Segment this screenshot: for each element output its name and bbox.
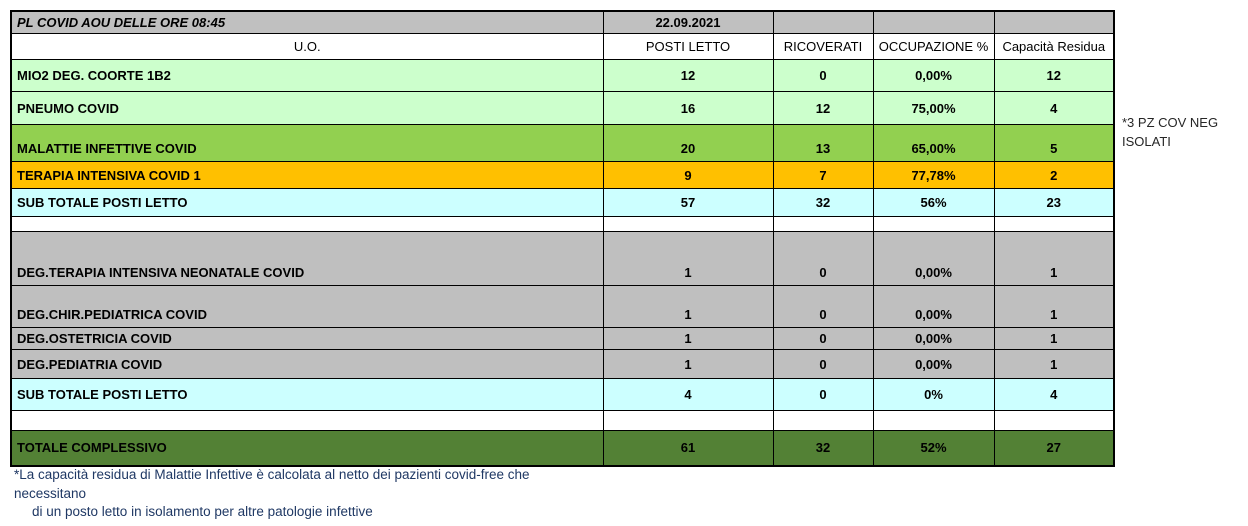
value-cell: 77,78%	[872, 161, 995, 189]
table-row: MALATTIE INFETTIVE COVID 20 13 65,00% 5	[10, 124, 1115, 162]
table-row: TOTALE COMPLESSIVO 61 32 52% 27	[10, 430, 1115, 466]
title-filler-cell	[772, 10, 874, 34]
row-label-cell: MALATTIE INFETTIVE COVID	[10, 124, 604, 162]
value-cell: 65,00%	[872, 124, 995, 162]
col-header-posti-letto: POSTI LETTO	[602, 33, 774, 60]
table-row: DEG.TERAPIA INTENSIVA NEONATALE COVID 1 0 0…	[10, 231, 1115, 286]
value-cell: 16	[602, 91, 774, 125]
col-header-capacita-residua: Capacità Residua	[993, 33, 1115, 60]
row-label-cell: SUB TOTALE POSTI LETTO	[10, 188, 604, 217]
value-cell: 1	[602, 231, 774, 286]
value-cell: 0	[772, 59, 874, 92]
value-cell: 0	[772, 378, 874, 411]
value-cell: 56%	[872, 188, 995, 217]
report-date: 22.09.2021	[602, 10, 774, 34]
value-cell: 1	[993, 327, 1115, 350]
table-row: TERAPIA INTENSIVA COVID 1 9 7 77,78% 2	[10, 161, 1115, 189]
value-cell: 1	[602, 349, 774, 379]
value-cell: 0,00%	[872, 59, 995, 92]
covid-beds-table: PL COVID AOU DELLE ORE 08:45 22.09.2021 …	[10, 10, 1115, 467]
footnote-line: *La capacità residua di Malattie Infetti…	[14, 467, 530, 482]
value-cell: 4	[993, 378, 1115, 411]
table-row: DEG.PEDIATRIA COVID 1 0 0,00% 1	[10, 349, 1115, 379]
table-row: MIO2 DEG. COORTE 1B2 12 0 0,00% 12	[10, 59, 1115, 92]
value-cell: 13	[772, 124, 874, 162]
row-label-cell	[10, 410, 604, 431]
value-cell: 32	[772, 188, 874, 217]
row-label-cell: DEG.CHIR.PEDIATRICA COVID	[10, 285, 604, 328]
value-cell: 1	[993, 231, 1115, 286]
value-cell: 0	[772, 327, 874, 350]
value-cell: 20	[602, 124, 774, 162]
row-label-cell: DEG.OSTETRICIA COVID	[10, 327, 604, 350]
value-cell: 0,00%	[872, 327, 995, 350]
row-label-cell: TOTALE COMPLESSIVO	[10, 430, 604, 466]
value-cell: 12	[772, 91, 874, 125]
col-header-uo: U.O.	[10, 33, 604, 60]
value-cell: 9	[602, 161, 774, 189]
side-note-line: *3 PZ COV NEG	[1122, 115, 1219, 130]
title-row: PL COVID AOU DELLE ORE 08:45 22.09.2021	[10, 10, 1115, 34]
footnote-line: di un posto letto in isolamento per altr…	[32, 504, 373, 519]
value-cell: 0%	[872, 378, 995, 411]
row-label-cell: DEG.TERAPIA INTENSIVA NEONATALE COVID	[10, 231, 604, 286]
title-filler-cell	[993, 10, 1115, 34]
value-cell: 0,00%	[872, 231, 995, 286]
table-row: DEG.CHIR.PEDIATRICA COVID 1 0 0,00% 1	[10, 285, 1115, 328]
value-cell: 52%	[872, 430, 995, 466]
value-cell	[772, 410, 874, 431]
footnote: *La capacità residua di Malattie Infetti…	[14, 466, 530, 522]
value-cell: 0,00%	[872, 349, 995, 379]
value-cell	[872, 410, 995, 431]
value-cell	[993, 216, 1115, 232]
value-cell: 0	[772, 231, 874, 286]
col-header-occupazione: OCCUPAZIONE %	[872, 33, 995, 60]
footnote-line: necessitano	[14, 485, 87, 501]
value-cell: 0	[772, 349, 874, 379]
value-cell: 61	[602, 430, 774, 466]
value-cell: 1	[602, 285, 774, 328]
row-label-cell: DEG.PEDIATRIA COVID	[10, 349, 604, 379]
report-title: PL COVID AOU DELLE ORE 08:45	[10, 10, 604, 34]
value-cell	[993, 410, 1115, 431]
row-label-cell: PNEUMO COVID	[10, 91, 604, 125]
value-cell: 1	[993, 349, 1115, 379]
value-cell: 23	[993, 188, 1115, 217]
value-cell: 4	[993, 91, 1115, 125]
value-cell: 1	[602, 327, 774, 350]
value-cell: 0,00%	[872, 285, 995, 328]
value-cell	[602, 216, 774, 232]
value-cell: 27	[993, 430, 1115, 466]
value-cell: 1	[993, 285, 1115, 328]
title-filler-cell	[872, 10, 995, 34]
row-label-cell: MIO2 DEG. COORTE 1B2	[10, 59, 604, 92]
value-cell: 4	[602, 378, 774, 411]
spacer-row	[10, 410, 1115, 431]
value-cell: 5	[993, 124, 1115, 162]
value-cell: 7	[772, 161, 874, 189]
side-note-line: ISOLATI	[1122, 134, 1171, 149]
value-cell	[602, 410, 774, 431]
value-cell	[772, 216, 874, 232]
value-cell: 2	[993, 161, 1115, 189]
table-row: SUB TOTALE POSTI LETTO 4 0 0% 4	[10, 378, 1115, 411]
value-cell	[872, 216, 995, 232]
table-row: SUB TOTALE POSTI LETTO 57 32 56% 23	[10, 188, 1115, 217]
row-label-cell	[10, 216, 604, 232]
value-cell: 12	[602, 59, 774, 92]
spacer-row	[10, 216, 1115, 232]
value-cell: 12	[993, 59, 1115, 92]
row-label-cell: SUB TOTALE POSTI LETTO	[10, 378, 604, 411]
side-note: *3 PZ COV NEG ISOLATI	[1122, 113, 1218, 151]
value-cell: 32	[772, 430, 874, 466]
value-cell: 0	[772, 285, 874, 328]
table-row: DEG.OSTETRICIA COVID 1 0 0,00% 1	[10, 327, 1115, 350]
table-row: PNEUMO COVID 16 12 75,00% 4	[10, 91, 1115, 125]
value-cell: 75,00%	[872, 91, 995, 125]
value-cell: 57	[602, 188, 774, 217]
header-row: U.O. POSTI LETTO RICOVERATI OCCUPAZIONE …	[10, 33, 1115, 60]
row-label-cell: TERAPIA INTENSIVA COVID 1	[10, 161, 604, 189]
col-header-ricoverati: RICOVERATI	[772, 33, 874, 60]
